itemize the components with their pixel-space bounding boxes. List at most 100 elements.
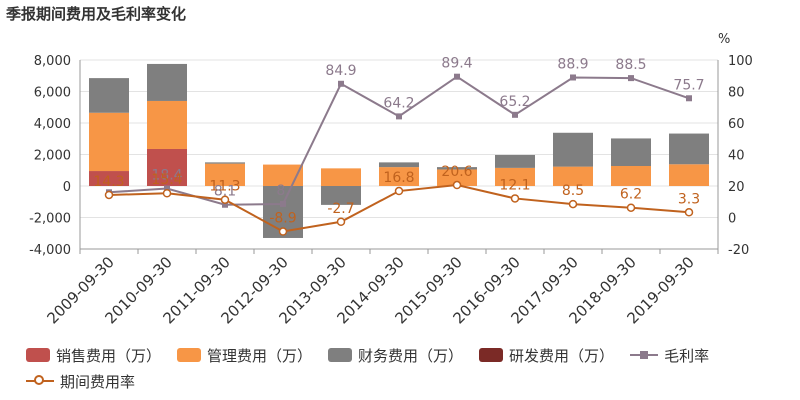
point-expense-ratio <box>278 227 288 236</box>
bar-finance <box>205 162 245 164</box>
legend-swatch-sales <box>26 348 50 362</box>
point-gross-margin <box>570 74 576 81</box>
y-right-tick-label: 0 <box>728 212 736 227</box>
data-label-gross-margin: 84.9 <box>325 63 356 79</box>
point-expense-ratio <box>162 188 172 198</box>
point-expense-ratio <box>510 194 520 203</box>
legend-swatch-finance <box>328 348 353 362</box>
legend-label-finance: 财务费用（万） <box>358 346 464 365</box>
bar-finance <box>495 154 535 168</box>
bar-admin <box>379 167 419 186</box>
data-label-expense-ratio: -8.9 <box>269 211 296 227</box>
data-label-gross-margin: 65.2 <box>499 94 530 110</box>
data-label-gross-margin: 75.7 <box>673 77 704 93</box>
y-right-tick-label: 100 <box>728 54 753 69</box>
bar-admin <box>553 166 593 186</box>
data-label-expense-ratio: 11.3 <box>209 179 240 195</box>
point-expense-ratio <box>626 203 636 212</box>
legend-swatch-gross-margin <box>630 348 659 362</box>
y-right-unit: % <box>718 32 730 47</box>
legend-label-gross-margin: 毛利率 <box>664 346 710 365</box>
point-gross-margin <box>628 75 634 82</box>
legend-label-admin: 管理费用（万） <box>207 346 313 365</box>
bar-finance <box>321 186 361 205</box>
data-label-gross-margin: 89.4 <box>441 56 472 72</box>
y-left-tick-label: 0 <box>63 180 71 195</box>
data-label-expense-ratio: 15.4 <box>151 172 182 188</box>
bar-finance <box>437 167 477 170</box>
point-gross-margin <box>686 95 692 102</box>
point-gross-margin <box>454 73 460 80</box>
point-expense-ratio <box>568 199 578 209</box>
bar-sales <box>89 171 129 186</box>
bar-admin <box>147 100 187 149</box>
data-label-gross-margin: 64.2 <box>383 95 414 111</box>
y-right-tick-label: 60 <box>728 117 745 132</box>
legend-item-rnd[interactable]: 研发费用（万） <box>479 345 614 365</box>
bar-admin <box>321 168 361 186</box>
bar-sales <box>147 148 187 186</box>
chart-area: 8,000 6,000 4,000 2,000 0 -2,000 -4,000 100 80 60… <box>29 32 753 327</box>
y-left-tick-label: 6,000 <box>34 86 71 101</box>
legend-label-expense-ratio: 期间费用率 <box>60 372 136 391</box>
y-left-tick-label: -2,000 <box>29 212 71 227</box>
point-expense-ratio <box>394 186 404 196</box>
y-right-tick-label: 80 <box>728 86 745 101</box>
bar-finance <box>553 132 593 167</box>
legend-item-expense-ratio[interactable]: 期间费用率 <box>26 371 135 391</box>
point-gross-margin <box>222 201 228 208</box>
data-label-expense-ratio: 12.1 <box>499 177 530 193</box>
point-expense-ratio <box>104 190 114 200</box>
legend-swatch-expense-ratio <box>26 374 54 388</box>
bar-admin <box>437 169 477 186</box>
bar-finance <box>611 138 651 166</box>
point-expense-ratio <box>220 195 230 204</box>
legend-item-finance[interactable]: 财务费用（万） <box>328 345 463 365</box>
point-gross-margin <box>396 113 402 120</box>
bar-finance <box>147 63 187 101</box>
legend-item-gross-margin[interactable]: 毛利率 <box>630 345 709 365</box>
bar-finance <box>379 162 419 168</box>
y-right-tick-label: -20 <box>728 243 749 258</box>
bar-finance <box>669 133 709 165</box>
point-expense-ratio <box>336 217 346 227</box>
data-label-gross-margin: 8.1 <box>214 184 236 200</box>
bar-admin <box>263 164 303 186</box>
bar-admin <box>205 163 245 186</box>
y-left-tick-label: 4,000 <box>34 117 71 132</box>
point-gross-margin <box>164 185 170 192</box>
legend-label-rnd: 研发费用（万） <box>509 346 615 365</box>
data-label-expense-ratio: 3.3 <box>678 191 700 207</box>
y-left-tick-label: -4,000 <box>29 243 71 258</box>
point-gross-margin <box>280 200 286 207</box>
point-gross-margin <box>512 111 518 118</box>
data-label-gross-margin: 18.4 <box>151 168 182 184</box>
legend-item-sales[interactable]: 销售费用（万） <box>26 345 161 365</box>
point-expense-ratio <box>452 180 462 190</box>
bar-admin <box>495 167 535 186</box>
data-label-expense-ratio: 16.8 <box>383 170 414 186</box>
data-label-expense-ratio: 8.5 <box>562 183 584 199</box>
bar-finance <box>89 78 129 113</box>
y-left-tick-label: 2,000 <box>34 149 71 164</box>
data-label-expense-ratio: 14.3 <box>93 174 124 190</box>
chart-title: 季报期间费用及毛利率变化 <box>6 5 187 23</box>
data-label-expense-ratio: -2.7 <box>327 201 354 217</box>
data-label-gross-margin: 8. <box>276 183 289 199</box>
legend-swatch-rnd <box>479 348 504 362</box>
data-label-expense-ratio: 6.2 <box>620 187 642 203</box>
legend: 销售费用（万） 管理费用（万） 财务费用（万） 研发费用（万） 毛利率 期间费用… <box>26 345 796 391</box>
point-expense-ratio <box>684 208 694 217</box>
bar-admin <box>611 165 651 186</box>
y-right-tick-label: 40 <box>728 149 745 164</box>
y-right-tick-label: 20 <box>728 180 745 195</box>
legend-label-sales: 销售费用（万） <box>56 346 162 365</box>
data-label-expense-ratio: 20.6 <box>441 164 472 180</box>
legend-item-admin[interactable]: 管理费用（万） <box>177 345 312 365</box>
point-gross-margin <box>338 80 344 87</box>
y-left-tick-label: 8,000 <box>34 54 71 69</box>
bar-admin <box>669 164 709 186</box>
data-label-gross-margin: 88.9 <box>557 56 588 72</box>
legend-swatch-admin <box>177 348 202 362</box>
data-label-gross-margin: 88.5 <box>615 57 646 73</box>
